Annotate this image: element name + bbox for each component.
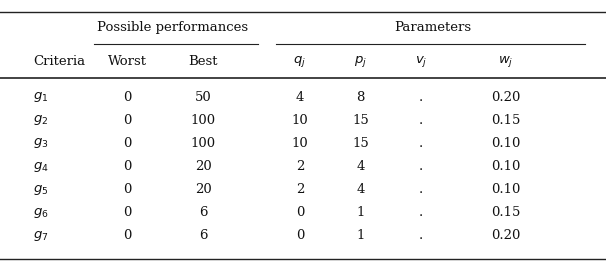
Text: $g_1$: $g_1$ [33,90,48,104]
Text: 15: 15 [352,114,369,127]
Text: 2: 2 [296,183,304,196]
Text: 0: 0 [123,206,132,219]
Text: 0: 0 [123,230,132,242]
Text: .: . [419,137,424,150]
Text: 8: 8 [356,91,365,103]
Text: Possible performances: Possible performances [97,22,248,34]
Text: 2: 2 [296,160,304,173]
Text: 0: 0 [123,91,132,103]
Text: $p_j$: $p_j$ [354,54,367,69]
Text: Worst: Worst [108,55,147,68]
Text: 0.10: 0.10 [491,160,521,173]
Text: 100: 100 [190,137,216,150]
Text: .: . [419,183,424,196]
Text: Best: Best [188,55,218,68]
Text: 0.10: 0.10 [491,137,521,150]
Text: 10: 10 [291,114,308,127]
Text: .: . [419,206,424,219]
Text: $g_4$: $g_4$ [33,160,49,173]
Text: .: . [419,91,424,103]
Text: .: . [419,114,424,127]
Text: 1: 1 [356,230,365,242]
Text: 0: 0 [123,183,132,196]
Text: 4: 4 [296,91,304,103]
Text: 4: 4 [356,183,365,196]
Text: 100: 100 [190,114,216,127]
Text: 0.10: 0.10 [491,183,521,196]
Text: 0.15: 0.15 [491,114,521,127]
Text: .: . [419,160,424,173]
Text: 0: 0 [123,114,132,127]
Text: 15: 15 [352,137,369,150]
Text: 0.15: 0.15 [491,206,521,219]
Text: $g_6$: $g_6$ [33,206,49,220]
Text: 20: 20 [195,183,211,196]
Text: 0: 0 [123,137,132,150]
Text: 0: 0 [296,230,304,242]
Text: $g_3$: $g_3$ [33,136,49,150]
Text: 0.20: 0.20 [491,91,521,103]
Text: Criteria: Criteria [33,55,85,68]
Text: .: . [419,230,424,242]
Text: $g_2$: $g_2$ [33,113,48,127]
Text: 6: 6 [199,230,207,242]
Text: 0: 0 [123,160,132,173]
Text: 1: 1 [356,206,365,219]
Text: 10: 10 [291,137,308,150]
Text: 6: 6 [199,206,207,219]
Text: 20: 20 [195,160,211,173]
Text: Parameters: Parameters [395,22,472,34]
Text: 4: 4 [356,160,365,173]
Text: $g_5$: $g_5$ [33,183,48,197]
Text: 0: 0 [296,206,304,219]
Text: $v_j$: $v_j$ [415,54,427,69]
Text: $q_j$: $q_j$ [293,54,307,69]
Text: $g_7$: $g_7$ [33,229,49,243]
Text: 50: 50 [195,91,211,103]
Text: 0.20: 0.20 [491,230,521,242]
Text: $w_j$: $w_j$ [498,54,514,69]
